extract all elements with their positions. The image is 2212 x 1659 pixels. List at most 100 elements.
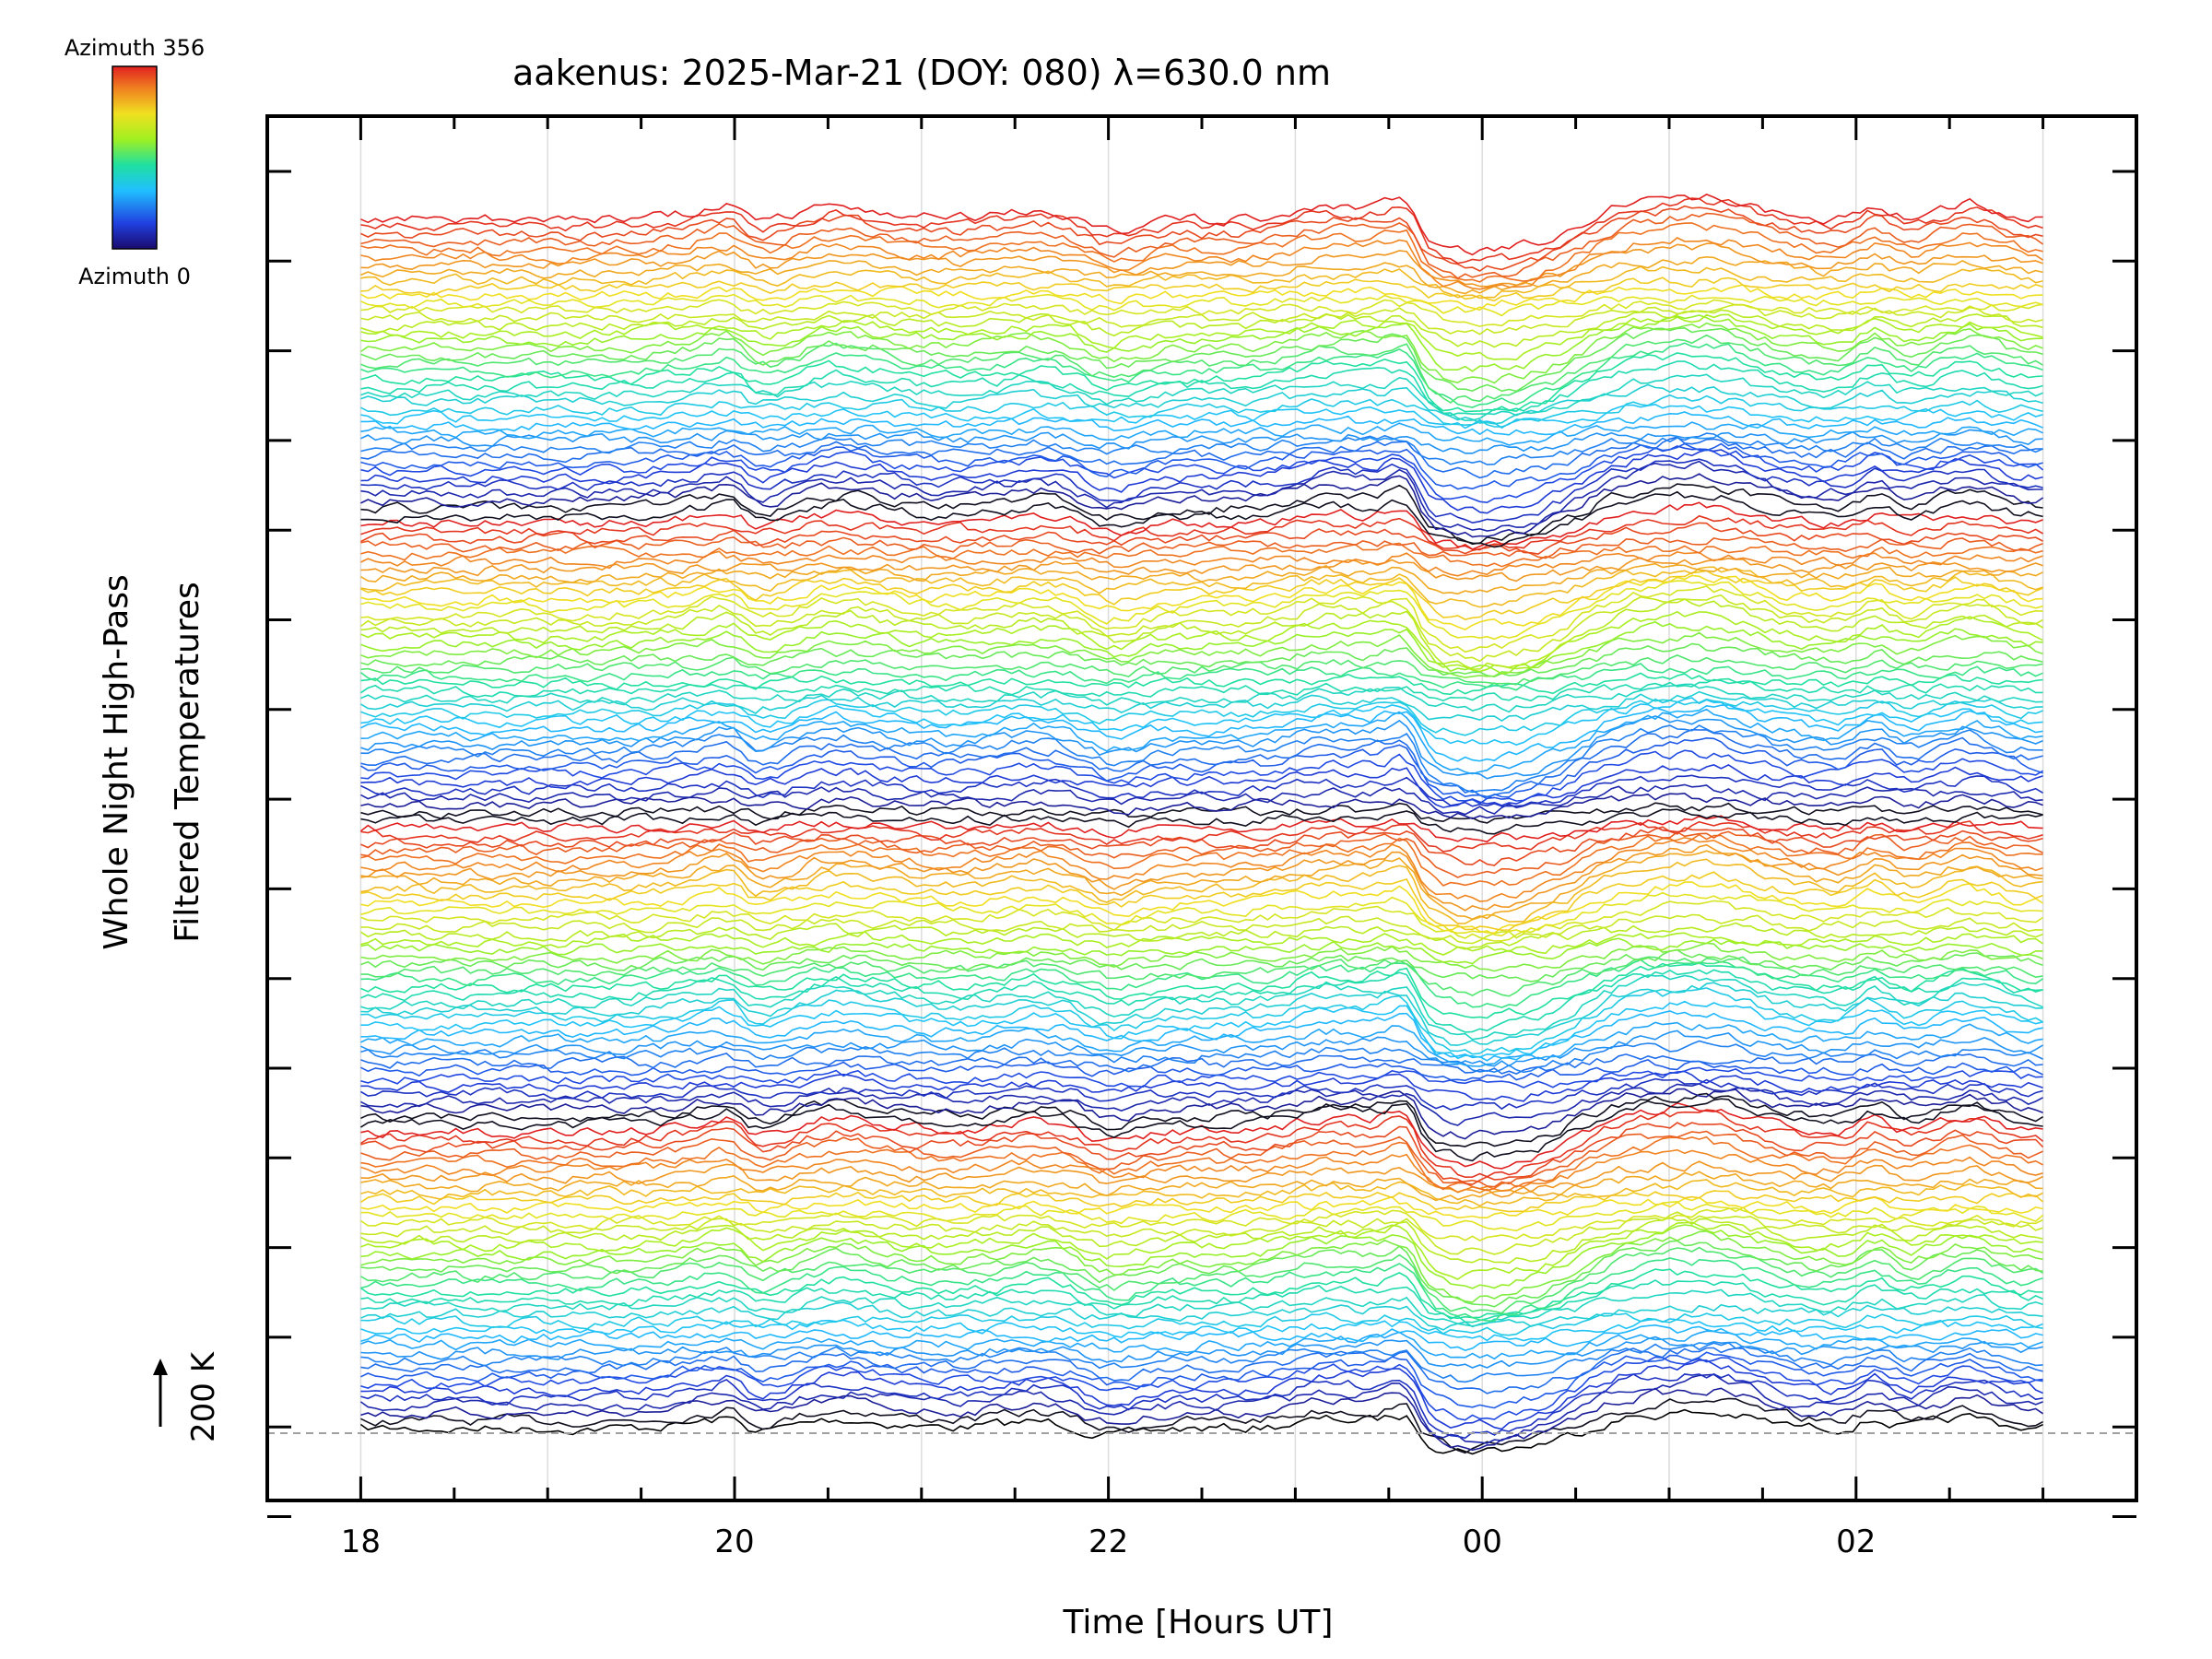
series-line xyxy=(360,956,2043,997)
series-line xyxy=(360,383,2043,425)
series-line xyxy=(360,942,2043,972)
series-line xyxy=(360,550,2043,577)
series-line xyxy=(359,922,2043,950)
series-line xyxy=(360,326,2043,393)
x-tick-label: 20 xyxy=(714,1524,754,1560)
series-line xyxy=(360,334,2044,404)
series-line xyxy=(360,987,2043,1055)
series-line xyxy=(360,1246,2044,1314)
series-line xyxy=(360,449,2043,514)
series-line xyxy=(360,197,2043,265)
series-line xyxy=(360,1083,2043,1126)
series-line xyxy=(360,858,2043,924)
series-line xyxy=(360,1059,2043,1082)
series-line xyxy=(360,373,2043,422)
series-line xyxy=(359,1373,2043,1444)
series-line xyxy=(360,948,2043,982)
chart-title: aakenus: 2025-Mar-21 (DOY: 080) λ=630.0 … xyxy=(512,53,1331,93)
series-line xyxy=(360,574,2043,630)
series-line xyxy=(360,1342,2043,1383)
series-line xyxy=(360,621,2043,675)
series-line xyxy=(360,1053,2043,1075)
series-line xyxy=(360,1359,2043,1430)
series-line xyxy=(360,1010,2043,1062)
x-tick-label: 02 xyxy=(1836,1524,1876,1560)
series-line xyxy=(360,429,2043,454)
series-line xyxy=(359,594,2043,663)
series-line xyxy=(360,265,2043,300)
series-line xyxy=(360,728,2043,798)
x-tick-labels: 18 20 22 00 02 xyxy=(341,1524,1877,1560)
series-line xyxy=(360,959,2044,1008)
series-line xyxy=(360,1330,2043,1360)
series-line xyxy=(360,708,2043,775)
series-line xyxy=(360,962,2043,1019)
series-line xyxy=(360,1279,2043,1324)
colorbar: Azimuth 356 Azimuth 0 xyxy=(65,35,205,289)
series-line xyxy=(360,1088,2043,1140)
series-line xyxy=(360,580,2043,641)
series-line xyxy=(360,698,2043,736)
series-line xyxy=(359,678,2043,702)
series-line xyxy=(360,1301,2043,1331)
series-line xyxy=(360,763,2043,808)
series-line xyxy=(360,1397,2043,1454)
series-line xyxy=(360,237,2044,290)
series-line xyxy=(359,1268,2043,1320)
series-line xyxy=(360,432,2043,465)
series-line xyxy=(359,1077,2043,1111)
series-line xyxy=(360,881,2044,935)
series-line xyxy=(360,194,2043,256)
series-line xyxy=(360,352,2043,413)
series-line xyxy=(360,1324,2043,1352)
series-line xyxy=(360,1200,2044,1232)
series-line xyxy=(360,1021,2043,1067)
series-line xyxy=(360,562,2043,595)
series-line xyxy=(360,704,2043,762)
series-line xyxy=(359,815,2043,843)
series-line xyxy=(360,473,2044,538)
series-line xyxy=(360,974,2043,1041)
series-line xyxy=(360,411,2043,436)
series-line xyxy=(360,501,2043,550)
ticks xyxy=(265,116,2138,1518)
series-line xyxy=(360,820,2043,853)
series-line xyxy=(360,631,2043,678)
series-line xyxy=(360,1224,2043,1289)
series-line xyxy=(360,1030,2044,1067)
series-line xyxy=(359,663,2043,691)
series-line xyxy=(360,937,2043,965)
series-line xyxy=(360,774,2044,807)
series-line xyxy=(360,442,2043,490)
series-line xyxy=(360,891,2043,937)
series-line xyxy=(360,982,2043,1046)
series-line xyxy=(360,313,2043,361)
series-line xyxy=(360,1148,2043,1194)
series-line xyxy=(360,255,2043,295)
series-line xyxy=(360,1257,2043,1323)
series-line xyxy=(360,749,2044,805)
y-axis-label-line1: Whole Night High-Pass xyxy=(98,574,135,950)
scale-bar-arrow-icon xyxy=(153,1359,168,1375)
series-line xyxy=(360,672,2043,696)
series-line xyxy=(360,514,2044,551)
scale-bar: 200 K xyxy=(153,1350,222,1442)
series-line xyxy=(359,1109,2044,1179)
series-line xyxy=(360,483,2043,545)
series-line xyxy=(360,931,2044,956)
series-line xyxy=(360,808,2043,835)
series-line xyxy=(360,802,2043,824)
series-line xyxy=(360,1135,2043,1192)
series-line xyxy=(360,1318,2043,1342)
series-line xyxy=(360,314,2043,372)
series-line xyxy=(360,522,2043,555)
series-line xyxy=(360,542,2043,568)
series-line xyxy=(360,1387,2044,1452)
series-line xyxy=(360,403,2043,429)
colorbar-bottom-label: Azimuth 0 xyxy=(78,264,191,289)
series-line xyxy=(360,1288,2043,1327)
x-tick-label: 18 xyxy=(341,1524,381,1560)
series-line xyxy=(360,242,2043,288)
series-line xyxy=(360,1000,2043,1060)
series-line xyxy=(360,436,2043,479)
